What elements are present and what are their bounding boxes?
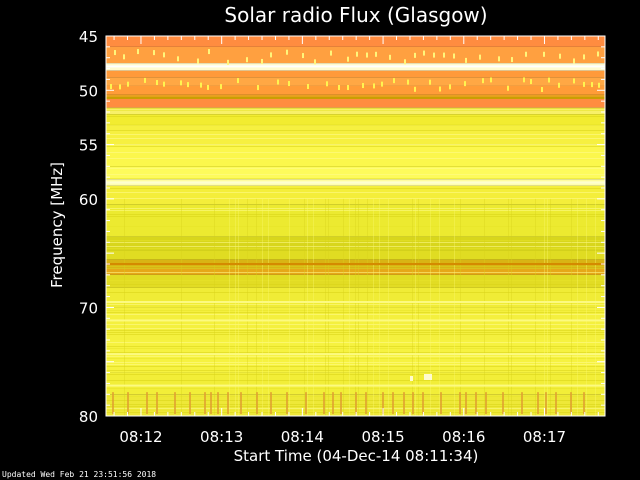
x-tick-label: 08:16 xyxy=(442,428,485,446)
plot-frame xyxy=(105,35,606,417)
y-axis-label: Frequency [MHz] xyxy=(48,162,66,288)
bright-burst xyxy=(424,374,432,380)
emission-line-0 xyxy=(106,65,605,68)
chart-title: Solar radio Flux (Glasgow) xyxy=(224,3,487,27)
emission-line-5 xyxy=(106,319,605,322)
freq-band-9 xyxy=(106,114,605,126)
y-tick-label: 80 xyxy=(79,408,98,426)
y-tick-label: 55 xyxy=(79,137,98,155)
y-tick-label: 50 xyxy=(79,82,98,100)
freq-band-7 xyxy=(106,98,605,108)
bright-burst xyxy=(410,376,413,381)
x-tick-label: 08:14 xyxy=(281,428,324,446)
x-axis-ticks: 08:12 08:13 08:14 08:15 08:16 08:17 xyxy=(113,36,599,446)
updated-timestamp: Updated Wed Feb 21 23:51:56 2018 xyxy=(2,470,156,479)
freq-band-14 xyxy=(106,185,605,205)
freq-band-19 xyxy=(106,268,605,275)
freq-band-3 xyxy=(106,70,605,78)
emission-line-7 xyxy=(106,384,605,387)
emission-line-4 xyxy=(106,301,605,303)
freq-band-1 xyxy=(106,46,605,64)
freq-band-0 xyxy=(106,36,605,47)
spectrogram-texture xyxy=(106,108,605,416)
x-tick-label: 08:13 xyxy=(200,428,243,446)
plot-axes xyxy=(105,35,606,417)
freq-band-6 xyxy=(106,94,605,99)
freq-band-5 xyxy=(106,85,605,95)
emission-line-2 xyxy=(106,181,605,184)
emission-line-3 xyxy=(106,263,605,265)
freq-band-11 xyxy=(106,144,605,167)
y-tick-label: 60 xyxy=(79,191,98,209)
freq-band-15 xyxy=(106,204,605,237)
y-axis-ticks: 45 50 55 60 70 80 xyxy=(79,28,605,426)
freq-band-17 xyxy=(106,250,605,260)
low-frequency-streaks xyxy=(112,392,585,414)
y-tick-label: 45 xyxy=(79,28,98,46)
x-axis-label: Start Time (04-Dec-14 08:11:34) xyxy=(234,447,479,465)
x-tick-label: 08:12 xyxy=(119,428,162,446)
x-tick-label: 08:15 xyxy=(361,428,404,446)
freq-band-4 xyxy=(106,77,605,86)
interference-specks xyxy=(110,49,600,93)
freq-band-12 xyxy=(106,166,605,180)
spectrogram-heatmap xyxy=(106,36,605,416)
y-tick-label: 70 xyxy=(79,299,98,317)
emission-line-1 xyxy=(106,96,605,99)
emission-line-6 xyxy=(106,353,605,356)
x-tick-label: 08:17 xyxy=(523,428,566,446)
